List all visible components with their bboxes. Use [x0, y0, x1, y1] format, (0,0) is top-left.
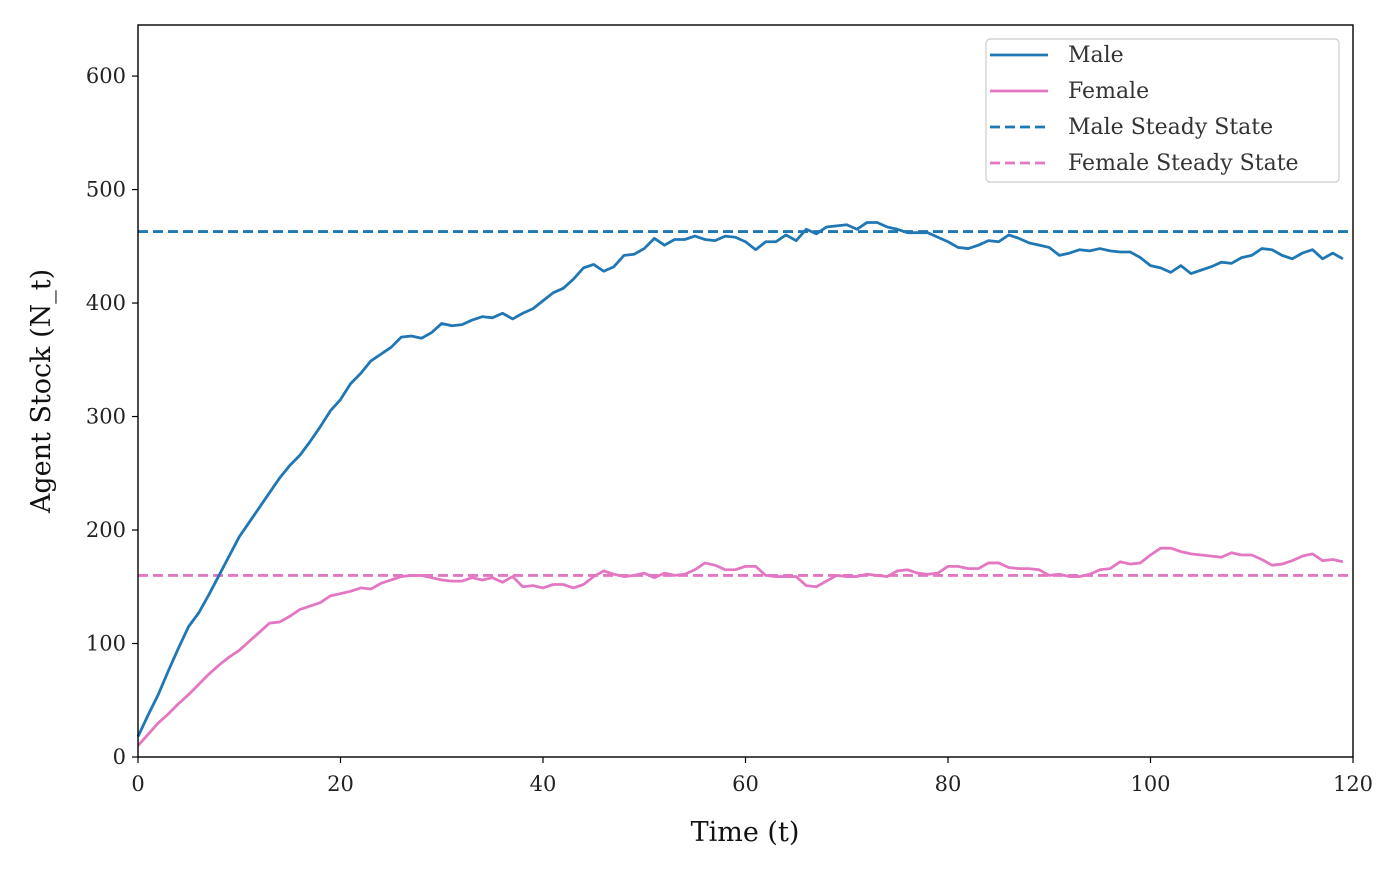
y-tick-label: 500: [86, 178, 126, 202]
legend-label-female-steady-state: Female Steady State: [1068, 151, 1299, 176]
x-tick-label: 20: [327, 772, 354, 796]
x-tick-label: 40: [530, 772, 557, 796]
legend-label-male: Male: [1068, 43, 1124, 68]
x-tick-label: 80: [935, 772, 962, 796]
x-tick-label: 120: [1333, 772, 1373, 796]
y-tick-label: 100: [86, 632, 126, 656]
y-tick-label: 200: [86, 518, 126, 542]
plot-frame: [137, 24, 1354, 758]
legend-label-female: Female: [1068, 79, 1149, 104]
x-axis-title-text: Time (t): [691, 817, 800, 848]
legend-frame: [985, 38, 1340, 183]
female-line: [136, 546, 1344, 747]
y-tick-label: 600: [86, 64, 126, 88]
male-line: [136, 221, 1344, 738]
y-tick-label: 300: [86, 405, 126, 429]
x-tick-label: 60: [732, 772, 759, 796]
legend-label-male-steady-state: Male Steady State: [1068, 115, 1273, 140]
y-axis-title-text: Agent Stock (N_t): [26, 269, 57, 514]
x-ticks: 0 20 40 60 80 100 120: [131, 757, 1373, 796]
x-axis-title: Time (t): [691, 817, 800, 848]
y-tick-label: 400: [86, 291, 126, 315]
x-tick-label: 100: [1130, 772, 1170, 796]
x-tick-label: 0: [131, 772, 144, 796]
plot-lines: [136, 221, 1353, 747]
y-ticks: 0 100 200 300 400 500 600: [86, 64, 138, 769]
y-tick-label: 0: [113, 745, 126, 769]
y-axis-title: Agent Stock (N_t): [26, 269, 57, 514]
legend: Male Female Male Steady State Female Steady…: [985, 38, 1340, 183]
